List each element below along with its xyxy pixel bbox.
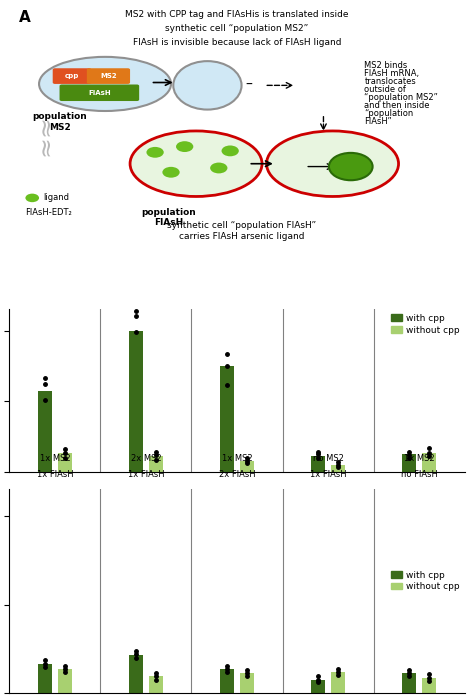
Bar [311,456,326,472]
Circle shape [329,153,373,180]
Text: 2x MS2: 2x MS2 [131,454,161,463]
Bar [421,678,436,693]
Text: no MS2: no MS2 [312,454,344,463]
Bar [421,453,436,472]
FancyBboxPatch shape [60,85,139,101]
Text: FlAsH: FlAsH [88,90,110,96]
Circle shape [176,141,193,152]
Text: MS2 with CPP tag and FlAsHis is translated inside: MS2 with CPP tag and FlAsHis is translat… [125,10,349,19]
Text: FlAsH-EDT₂: FlAsH-EDT₂ [26,208,72,217]
Ellipse shape [130,131,262,197]
Bar [148,676,163,693]
Bar [57,668,72,693]
Text: “population: “population [365,109,414,118]
Text: 1x MS2: 1x MS2 [404,454,434,463]
FancyBboxPatch shape [53,69,91,84]
Bar [57,453,72,472]
Bar [220,366,235,472]
Text: 2x FlAsH: 2x FlAsH [219,470,255,480]
Circle shape [210,162,228,174]
Bar [239,673,254,693]
Text: MS2: MS2 [100,73,117,79]
Text: no FlAsH: no FlAsH [401,470,438,480]
Bar [402,454,417,472]
Legend: with cpp, without cpp: with cpp, without cpp [391,570,460,592]
Text: synthetic cell “population FlAsH”: synthetic cell “population FlAsH” [167,220,316,230]
Text: carries FlAsH arsenic ligand: carries FlAsH arsenic ligand [179,232,304,241]
Bar [148,456,163,472]
Text: outside of: outside of [365,85,406,94]
Bar [402,673,417,693]
Text: population
MS2: population MS2 [32,113,87,132]
Text: ≈≈: ≈≈ [34,114,58,156]
Ellipse shape [39,57,171,111]
Bar [38,664,53,693]
Text: synthetic cell “population MS2”: synthetic cell “population MS2” [165,24,309,33]
Text: ligand: ligand [44,193,70,202]
Circle shape [163,167,180,178]
Text: MS2 binds: MS2 binds [365,61,408,70]
Bar [220,668,235,693]
Text: and then inside: and then inside [365,101,430,110]
Bar [38,391,53,472]
Ellipse shape [173,61,242,110]
Text: FlAsH is invisible because lack of FlAsH ligand: FlAsH is invisible because lack of FlAsH… [133,38,341,48]
Text: 1x MS2: 1x MS2 [40,454,70,463]
Text: FlAsH”: FlAsH” [365,117,392,126]
Text: 1x FlAsH: 1x FlAsH [310,470,346,480]
Text: 1x MS2: 1x MS2 [222,454,252,463]
Text: “population MS2”: “population MS2” [365,93,438,102]
Text: –: – [245,78,252,92]
Legend: with cpp, without cpp: with cpp, without cpp [391,314,460,335]
Circle shape [221,146,239,156]
Bar [239,461,254,472]
Text: FlAsH mRNA,: FlAsH mRNA, [365,69,419,78]
Circle shape [26,194,39,202]
Bar [129,655,144,693]
Circle shape [146,147,164,158]
FancyBboxPatch shape [87,69,130,84]
Text: A: A [18,10,30,25]
Ellipse shape [266,131,399,197]
Text: 1x FlAsH: 1x FlAsH [36,470,73,480]
Bar [311,680,326,693]
Bar [129,330,144,472]
Bar [330,672,345,693]
Text: translocates: translocates [365,77,416,86]
Text: cpp: cpp [65,73,79,79]
Text: 1x FlAsH: 1x FlAsH [128,470,164,480]
Bar [330,465,345,472]
Text: population
FlAsH: population FlAsH [141,208,196,228]
